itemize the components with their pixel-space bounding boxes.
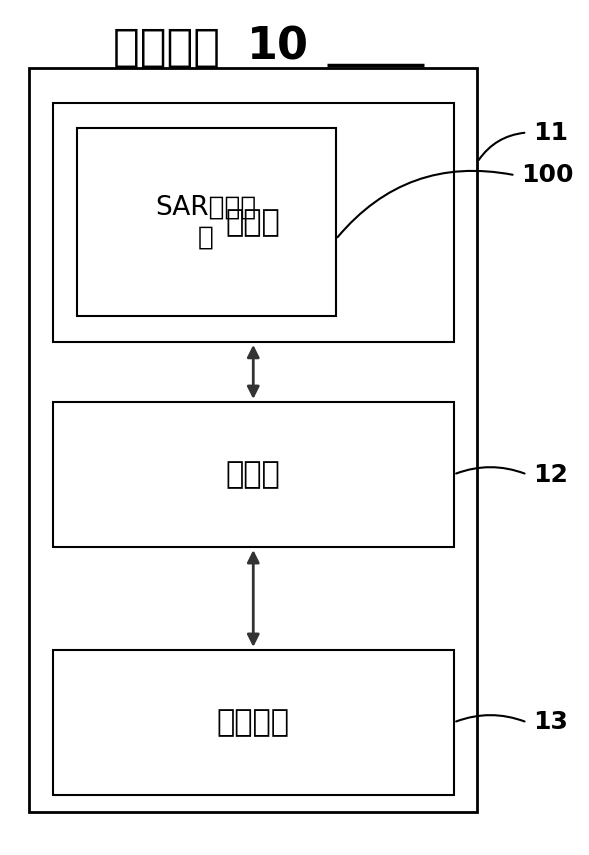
Bar	[53, 402, 454, 547]
Text: 100: 100	[521, 163, 574, 187]
Text: 13: 13	[533, 711, 568, 734]
Text: 10: 10	[247, 26, 309, 68]
Text: 移动终端: 移动终端	[113, 26, 236, 68]
Bar	[29, 68, 477, 812]
Text: 存储器: 存储器	[226, 208, 280, 237]
Text: SAR调整装
置: SAR调整装 置	[155, 194, 257, 251]
Text: 12: 12	[533, 463, 568, 486]
Bar	[53, 650, 454, 795]
Text: 通信单元: 通信单元	[217, 708, 290, 737]
Bar	[53, 103, 454, 342]
Text: 11: 11	[533, 121, 568, 144]
Text: 处理器: 处理器	[226, 460, 280, 489]
Bar	[77, 128, 336, 316]
